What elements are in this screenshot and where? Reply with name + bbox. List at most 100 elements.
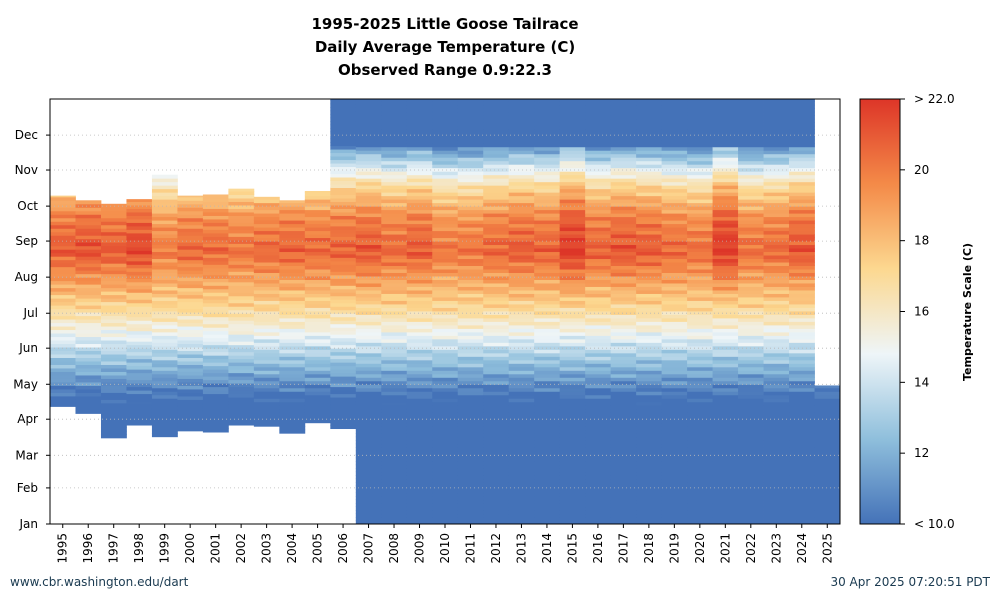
heatmap-cell xyxy=(432,272,459,277)
heatmap-cell xyxy=(636,289,663,294)
heatmap-cell xyxy=(330,243,357,248)
heatmap-cell xyxy=(712,104,739,109)
heatmap-cell xyxy=(814,454,840,459)
heatmap-cell xyxy=(355,139,382,144)
heatmap-cell xyxy=(738,220,764,225)
heatmap-cell xyxy=(763,143,790,148)
heatmap-cell xyxy=(763,213,790,218)
heatmap-cell xyxy=(508,496,535,501)
heatmap-cell xyxy=(432,234,459,239)
heatmap-cell xyxy=(534,272,561,277)
heatmap-cell xyxy=(330,114,357,119)
heatmap-cell xyxy=(355,496,382,501)
heatmap-cell xyxy=(126,386,153,391)
heatmap-cell xyxy=(763,345,790,350)
heatmap-cell xyxy=(330,362,357,367)
heatmap-cell xyxy=(126,229,153,234)
heatmap-cell xyxy=(304,195,331,200)
heatmap-cell xyxy=(457,335,484,340)
heatmap-cell xyxy=(508,377,535,382)
heatmap-cell xyxy=(559,464,586,469)
heatmap-cell xyxy=(355,185,382,190)
heatmap-cell xyxy=(559,223,586,228)
heatmap-cell xyxy=(483,171,510,176)
heatmap-cell xyxy=(355,380,382,385)
heatmap-cell xyxy=(406,447,433,452)
heatmap-cell xyxy=(559,506,586,511)
heatmap-cell xyxy=(406,153,433,158)
heatmap-cell xyxy=(355,202,382,207)
heatmap-cell xyxy=(636,517,663,521)
heatmap-cell xyxy=(661,405,688,410)
heatmap-cell xyxy=(75,210,102,215)
heatmap-cell xyxy=(355,171,382,176)
heatmap-cell xyxy=(687,289,713,294)
heatmap-cell xyxy=(483,125,510,130)
chart-title-line-2: Daily Average Temperature (C) xyxy=(315,38,575,56)
heatmap-cell xyxy=(50,340,76,345)
heatmap-cell xyxy=(406,160,433,165)
heatmap-cell xyxy=(661,468,688,473)
heatmap-cell xyxy=(738,143,764,148)
heatmap-cell xyxy=(738,380,764,385)
heatmap-cell xyxy=(763,181,790,186)
heatmap-cell xyxy=(100,210,127,215)
heatmap-cell xyxy=(228,278,255,283)
heatmap-cell xyxy=(279,314,306,319)
heatmap-cell xyxy=(381,275,408,280)
heatmap-cell xyxy=(228,229,255,234)
heatmap-cell xyxy=(432,251,459,256)
heatmap-cell xyxy=(738,520,764,524)
heatmap-cell xyxy=(789,122,815,127)
heatmap-cell xyxy=(636,136,663,141)
heatmap-cell xyxy=(151,213,178,218)
heatmap-cell xyxy=(814,517,840,521)
heatmap-cell xyxy=(687,251,713,256)
heatmap-cell xyxy=(738,513,764,518)
heatmap-cell xyxy=(151,237,178,242)
heatmap-cell xyxy=(483,111,510,116)
heatmap-cell xyxy=(75,214,102,219)
heatmap-cell xyxy=(483,317,510,322)
heatmap-cell xyxy=(457,349,484,354)
heatmap-cell xyxy=(228,414,255,419)
heatmap-cell xyxy=(738,153,764,158)
heatmap-cell xyxy=(177,298,204,303)
heatmap-cell xyxy=(381,296,408,301)
heatmap-cell xyxy=(432,419,459,424)
heatmap-cell xyxy=(508,244,535,249)
heatmap-cell xyxy=(789,265,815,270)
heatmap-cell xyxy=(687,255,713,260)
heatmap-cell xyxy=(738,115,764,120)
heatmap-cell xyxy=(508,461,535,466)
heatmap-cell xyxy=(304,405,331,410)
heatmap-cell xyxy=(355,153,382,158)
heatmap-cell xyxy=(126,341,153,346)
heatmap-cell xyxy=(279,356,306,361)
heatmap-cell xyxy=(304,408,331,413)
heatmap-cell xyxy=(457,296,484,301)
heatmap-cell xyxy=(738,178,764,183)
heatmap-cell xyxy=(50,308,76,313)
heatmap-cell xyxy=(355,258,382,263)
heatmap-cell xyxy=(304,272,331,277)
heatmap-cell xyxy=(712,324,739,329)
heatmap-cell xyxy=(279,234,306,239)
heatmap-cell xyxy=(687,115,713,120)
heatmap-cell xyxy=(661,475,688,480)
heatmap-cell xyxy=(151,188,178,193)
heatmap-cell xyxy=(789,160,815,165)
heatmap-cell xyxy=(508,139,535,144)
heatmap-cell xyxy=(304,275,331,280)
heatmap-cell xyxy=(789,447,815,452)
heatmap-cell xyxy=(712,248,739,253)
heatmap-cell xyxy=(253,408,280,413)
heatmap-cell xyxy=(636,310,663,315)
heatmap-cell xyxy=(559,503,586,508)
heatmap-cell xyxy=(330,159,357,164)
heatmap-cell xyxy=(151,352,178,357)
heatmap-cell xyxy=(279,377,306,382)
heatmap-cell xyxy=(687,129,713,134)
heatmap-cell xyxy=(559,206,586,211)
heatmap-cell xyxy=(151,296,178,301)
